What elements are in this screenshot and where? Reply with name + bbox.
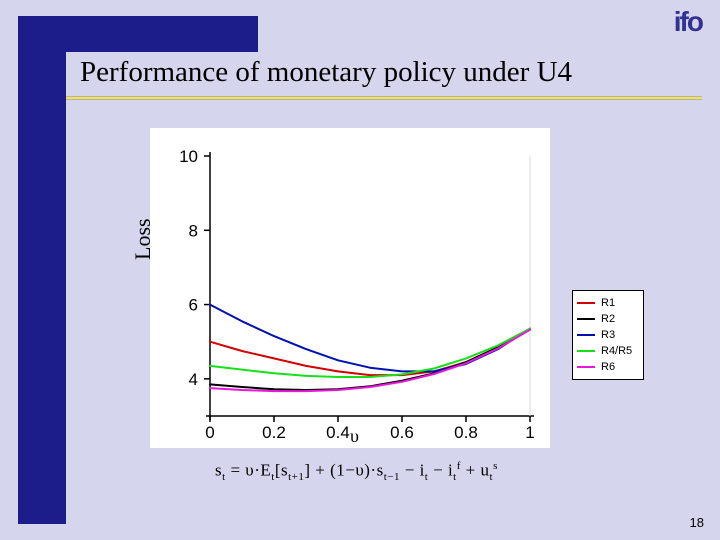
page-title: Performance of monetary policy under U4: [80, 56, 572, 89]
legend-item: R1: [577, 295, 639, 311]
chart-legend: R1 R2 R3 R4/R5 R6: [572, 290, 644, 380]
legend-item: R6: [577, 359, 639, 375]
legend-label: R4/R5: [601, 345, 632, 357]
svg-text:6: 6: [189, 296, 198, 315]
page-number: 18: [690, 515, 704, 530]
equation: st = υ·Et[st+1] + (1−υ)·st−1 − it − itf …: [215, 460, 498, 483]
svg-text:1: 1: [525, 423, 534, 442]
legend-swatch: [577, 302, 595, 304]
title-underline: [66, 96, 702, 102]
legend-label: R3: [601, 329, 615, 341]
line-chart: 4 6 8 10 0 0.2 0.4 0.6 0.8 1: [150, 128, 550, 448]
svg-text:4: 4: [189, 370, 198, 389]
side-accent-bar: [18, 52, 66, 524]
legend-item: R4/R5: [577, 343, 639, 359]
svg-text:0.4: 0.4: [326, 423, 350, 442]
svg-text:0.6: 0.6: [390, 423, 414, 442]
chart-area: 4 6 8 10 0 0.2 0.4 0.6 0.8 1: [150, 128, 550, 448]
svg-text:0.2: 0.2: [262, 423, 286, 442]
legend-item: R3: [577, 327, 639, 343]
ifo-logo: ifo: [674, 6, 702, 38]
legend-label: R2: [601, 313, 615, 325]
legend-swatch: [577, 318, 595, 320]
svg-text:10: 10: [179, 147, 198, 166]
legend-swatch: [577, 350, 595, 352]
svg-text:8: 8: [189, 221, 198, 240]
legend-item: R2: [577, 311, 639, 327]
legend-label: R6: [601, 361, 615, 373]
chart-xlabel: υ: [350, 426, 359, 447]
legend-swatch: [577, 366, 595, 368]
legend-swatch: [577, 334, 595, 336]
legend-label: R1: [601, 297, 615, 309]
header-accent-box: [18, 16, 258, 52]
svg-text:0.8: 0.8: [454, 423, 478, 442]
svg-text:0: 0: [205, 423, 214, 442]
